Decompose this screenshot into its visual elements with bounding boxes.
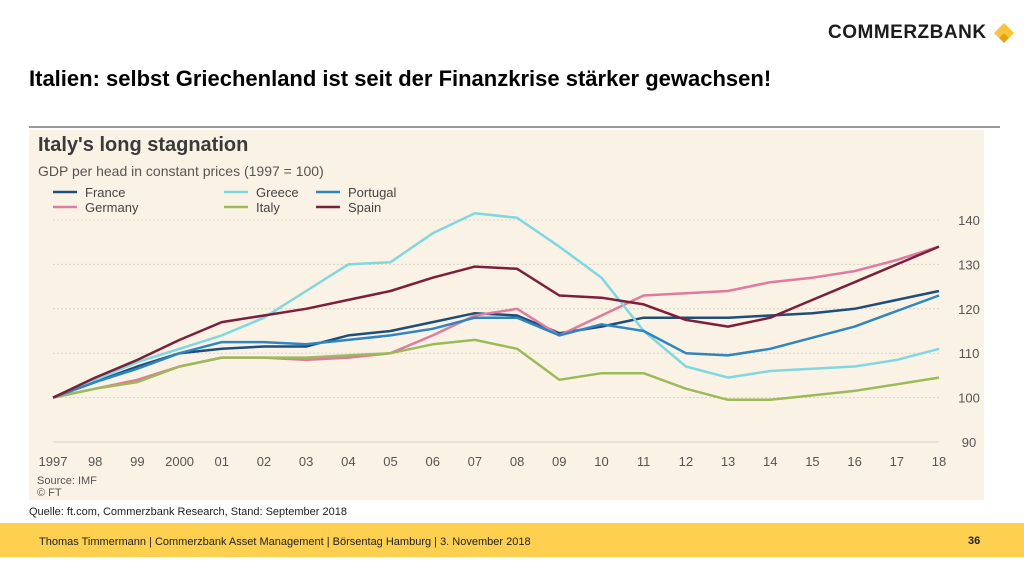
footer-text: Thomas Timmermann | Commerzbank Asset Ma…	[39, 536, 531, 548]
x-tick-label-13: 13	[721, 454, 735, 469]
x-tick-label-01: 01	[215, 454, 229, 469]
x-tick-label-04: 04	[341, 454, 355, 469]
chart-panel: Italy's long stagnation GDP per head in …	[29, 130, 984, 500]
y-tick-label-100: 100	[958, 391, 980, 406]
source-note: Quelle: ft.com, Commerzbank Research, St…	[29, 506, 347, 518]
series-line-spain	[52, 245, 940, 399]
x-tick-label-11: 11	[637, 454, 651, 469]
x-tick-label-2000: 2000	[165, 454, 194, 469]
legend-label-spain: Spain	[348, 200, 381, 215]
x-tick-label-1997: 1997	[39, 454, 68, 469]
y-tick-label-90: 90	[962, 435, 976, 450]
title-divider	[29, 126, 1000, 128]
y-tick-label-140: 140	[958, 213, 980, 228]
legend-label-greece: Greece	[256, 185, 299, 200]
x-tick-label-03: 03	[299, 454, 313, 469]
legend-label-germany: Germany	[85, 200, 139, 215]
series-line-france	[52, 289, 940, 399]
legend-label-portugal: Portugal	[348, 185, 397, 200]
x-tick-label-09: 09	[552, 454, 566, 469]
commerzbank-ribbon-icon	[993, 23, 1014, 43]
grid-layer	[53, 219, 939, 443]
x-tick-label-18: 18	[932, 454, 946, 469]
page-title: Italien: selbst Griechenland ist seit de…	[29, 66, 772, 91]
chart-copyright: © FT	[37, 487, 62, 499]
x-tick-label-02: 02	[257, 454, 271, 469]
legend-label-italy: Italy	[256, 200, 280, 215]
y-tick-label-110: 110	[959, 346, 980, 361]
chart-subtitle: GDP per head in constant prices (1997 = …	[38, 163, 324, 179]
series-line-germany	[52, 245, 940, 399]
brand-name: COMMERZBANK	[828, 22, 987, 43]
x-tick-label-14: 14	[763, 454, 777, 469]
x-tick-label-98: 98	[88, 454, 102, 469]
chart-title: Italy's long stagnation	[38, 134, 249, 156]
x-tick-label-99: 99	[130, 454, 144, 469]
page-number: 36	[968, 535, 981, 547]
chart-source: Source: IMF	[37, 475, 97, 487]
axis-labels: 90 100 110 120 130 140 1997 98 99 2000 01 02 03 04 05 0…	[39, 213, 980, 469]
legend-label-france: France	[85, 185, 125, 200]
x-tick-label-16: 16	[847, 454, 861, 469]
footer-bar: Thomas Timmermann | Commerzbank Asset Ma…	[0, 523, 1024, 557]
x-tick-label-08: 08	[510, 454, 524, 469]
y-tick-label-130: 130	[958, 257, 980, 272]
y-tick-label-120: 120	[958, 302, 980, 317]
series-layer	[52, 212, 940, 402]
x-tick-label-06: 06	[425, 454, 439, 469]
series-line-greece	[52, 212, 940, 399]
x-tick-label-12: 12	[679, 454, 693, 469]
line-chart: France Greece Portugal Germany Italy Spain 90…	[39, 185, 980, 469]
x-tick-label-05: 05	[383, 454, 397, 469]
series-line-italy	[52, 338, 940, 402]
x-tick-label-07: 07	[468, 454, 482, 469]
series-line-portugal	[52, 294, 940, 399]
x-tick-label-17: 17	[890, 454, 904, 469]
x-tick-label-10: 10	[594, 454, 608, 469]
commerzbank-logo: COMMERZBANK	[828, 22, 1015, 44]
legend: France Greece Portugal Germany Italy Spain	[53, 185, 397, 215]
x-tick-label-15: 15	[805, 454, 819, 469]
